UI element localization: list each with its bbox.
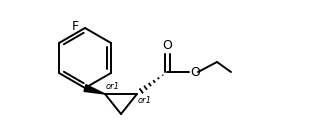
Polygon shape (84, 85, 105, 94)
Text: F: F (72, 20, 79, 34)
Text: O: O (190, 66, 200, 78)
Text: O: O (162, 39, 172, 52)
Text: or1: or1 (138, 96, 152, 105)
Text: or1: or1 (106, 82, 120, 91)
